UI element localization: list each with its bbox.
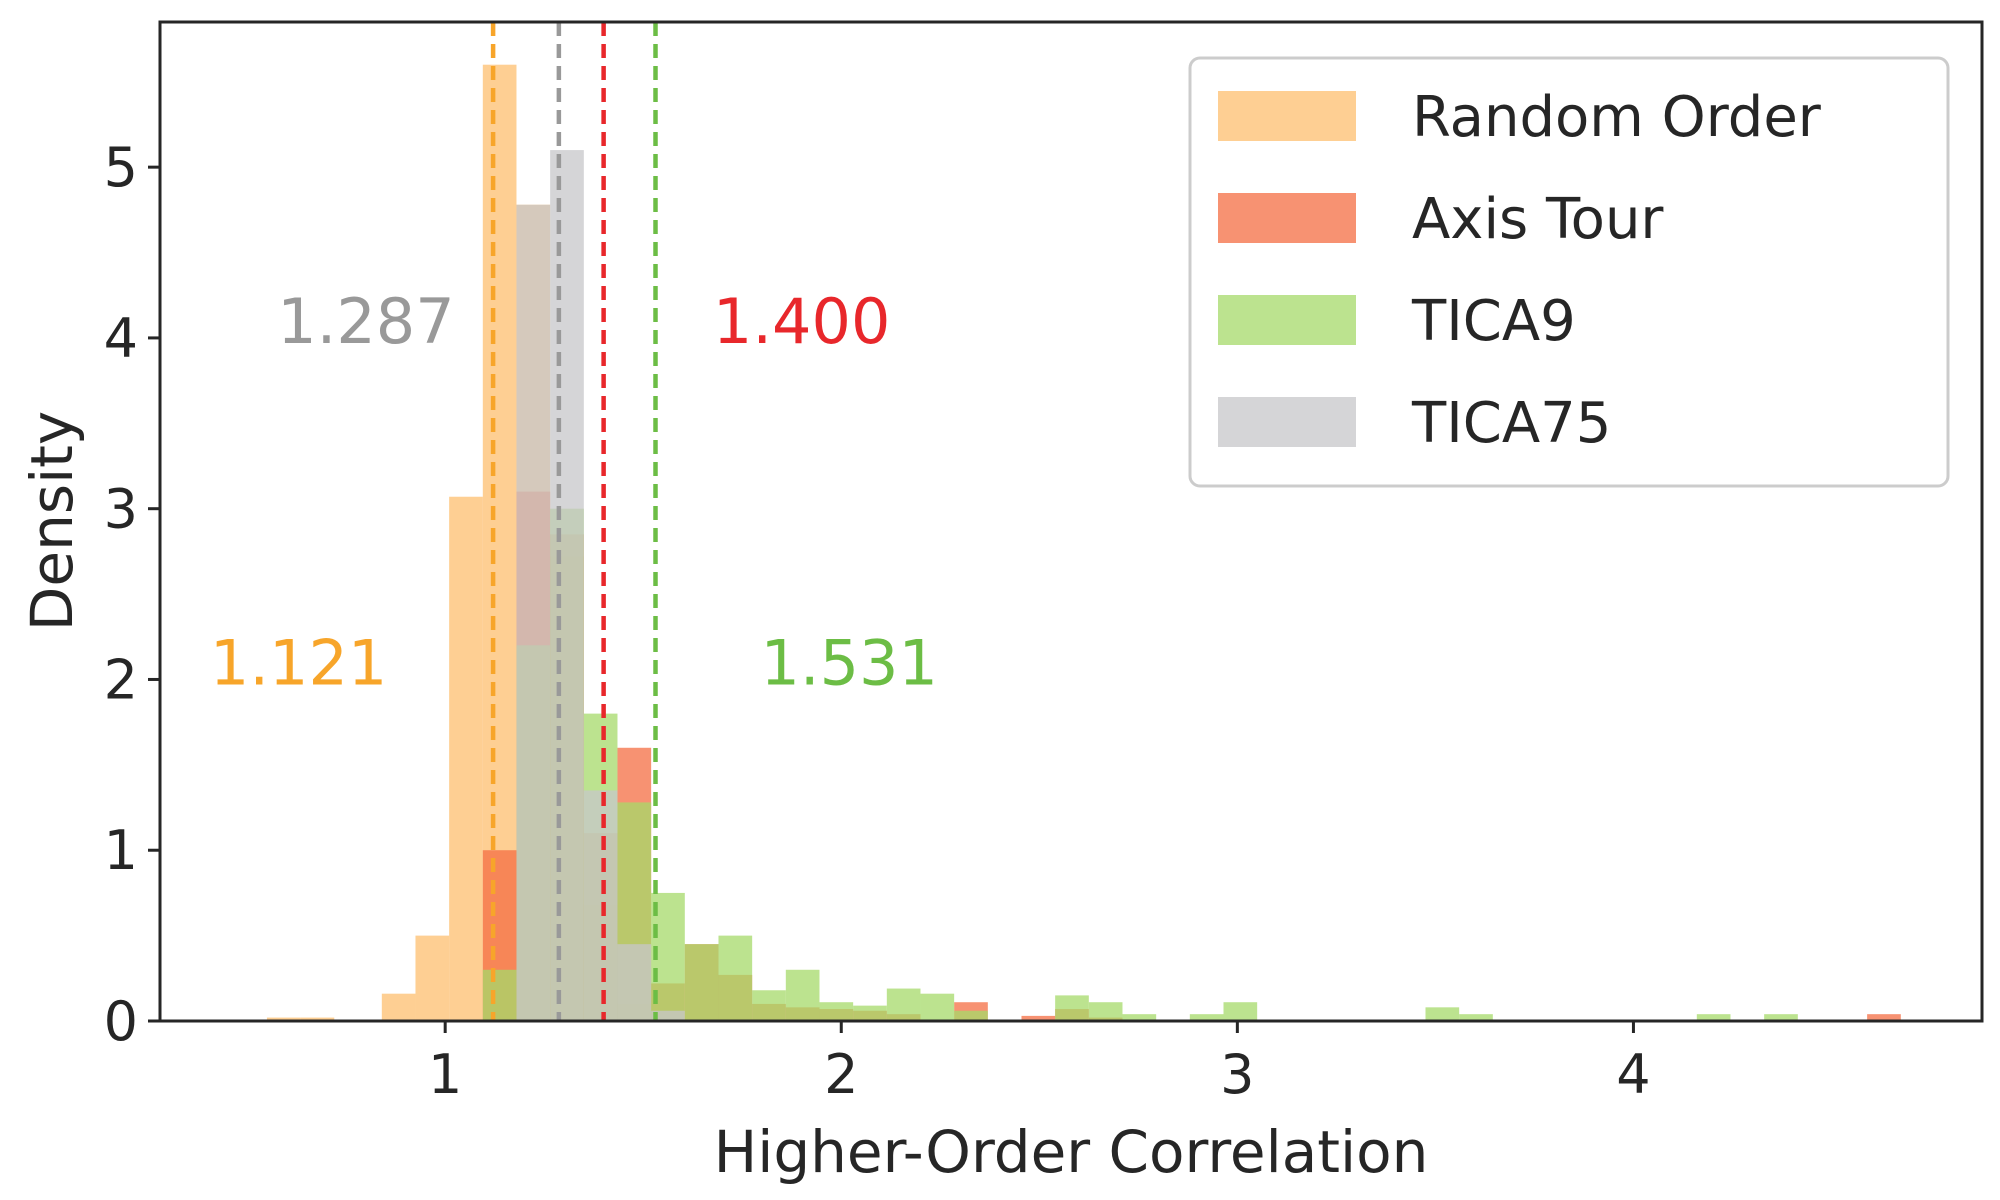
legend-label: Random Order xyxy=(1412,85,1822,150)
histogram-bar xyxy=(853,1005,887,1021)
x-tick-label: 4 xyxy=(1616,1043,1650,1106)
y-tick-label: 0 xyxy=(104,990,138,1053)
x-tick-label: 3 xyxy=(1220,1043,1254,1106)
legend-label: TICA9 xyxy=(1411,289,1576,354)
x-axis-title: Higher-Order Correlation xyxy=(714,1118,1429,1186)
histogram-bar xyxy=(1021,1015,1056,1021)
histogram-bar xyxy=(954,1010,988,1021)
histogram-bar xyxy=(819,1002,854,1021)
x-tick-label: 1 xyxy=(428,1043,462,1106)
mean-value-label: 1.121 xyxy=(210,626,388,699)
mean-annotations: 1.121 1.287 1.400 1.531 xyxy=(210,285,938,700)
histogram-bar xyxy=(1696,1014,1731,1021)
histogram-bar xyxy=(718,935,753,1021)
histogram-bar xyxy=(617,944,652,1021)
histogram-bar xyxy=(1764,1014,1798,1021)
y-axis-title: Density xyxy=(18,411,86,632)
histogram-bar xyxy=(550,150,584,1022)
histogram-bar xyxy=(449,496,483,1021)
y-tick-label: 3 xyxy=(104,478,138,541)
histogram-bar xyxy=(1055,995,1089,1021)
legend-swatch xyxy=(1218,397,1356,447)
y-tick-label: 5 xyxy=(104,136,138,199)
legend-label: TICA75 xyxy=(1411,391,1611,456)
axis-ticks: 1 2 3 4 0 1 2 3 4 5 xyxy=(104,136,1651,1106)
histogram-bar xyxy=(415,935,450,1021)
histogram-bar xyxy=(920,993,955,1021)
series-axis-tour xyxy=(482,491,1901,1022)
histogram-bar xyxy=(1088,1002,1123,1021)
mean-value-label: 1.400 xyxy=(713,285,891,358)
histogram-bar xyxy=(1223,1002,1258,1021)
histogram-bar xyxy=(1459,1014,1493,1021)
histogram-bar xyxy=(1425,1007,1460,1021)
histogram-bar xyxy=(1867,1014,1901,1021)
histogram-bar xyxy=(785,969,820,1021)
plot-frame xyxy=(158,20,1984,1023)
mean-value-label: 1.287 xyxy=(277,285,455,358)
x-tick-label: 2 xyxy=(824,1043,858,1106)
histogram-bar xyxy=(752,990,786,1021)
histogram-bar xyxy=(300,1017,335,1021)
series-tica9 xyxy=(482,508,1798,1021)
histogram-bar xyxy=(381,993,416,1021)
histogram-bar xyxy=(482,969,517,1021)
legend-label: Axis Tour xyxy=(1412,187,1664,252)
histogram-bar xyxy=(651,1010,685,1021)
legend-swatch xyxy=(1218,193,1356,243)
histogram-bar xyxy=(684,944,719,1021)
mean-value-label: 1.531 xyxy=(760,626,938,699)
histogram-bar xyxy=(516,204,551,1021)
legend: Random Order Axis Tour TICA9 TICA75 xyxy=(1188,56,1950,488)
histogram-bar xyxy=(886,988,921,1021)
y-tick-label: 2 xyxy=(104,648,138,711)
legend-swatch xyxy=(1218,295,1356,345)
series-tica75 xyxy=(516,150,685,1022)
legend-frame xyxy=(1188,56,1950,488)
histogram-bar xyxy=(1122,1014,1157,1021)
histogram-bar xyxy=(266,1017,301,1021)
histogram-bar xyxy=(1189,1014,1224,1021)
mean-lines xyxy=(490,22,658,1021)
y-tick-label: 4 xyxy=(104,307,138,370)
histogram-bar xyxy=(583,790,618,1021)
y-tick-label: 1 xyxy=(104,819,138,882)
histogram-bars xyxy=(266,64,1901,1022)
legend-swatch xyxy=(1218,91,1356,141)
